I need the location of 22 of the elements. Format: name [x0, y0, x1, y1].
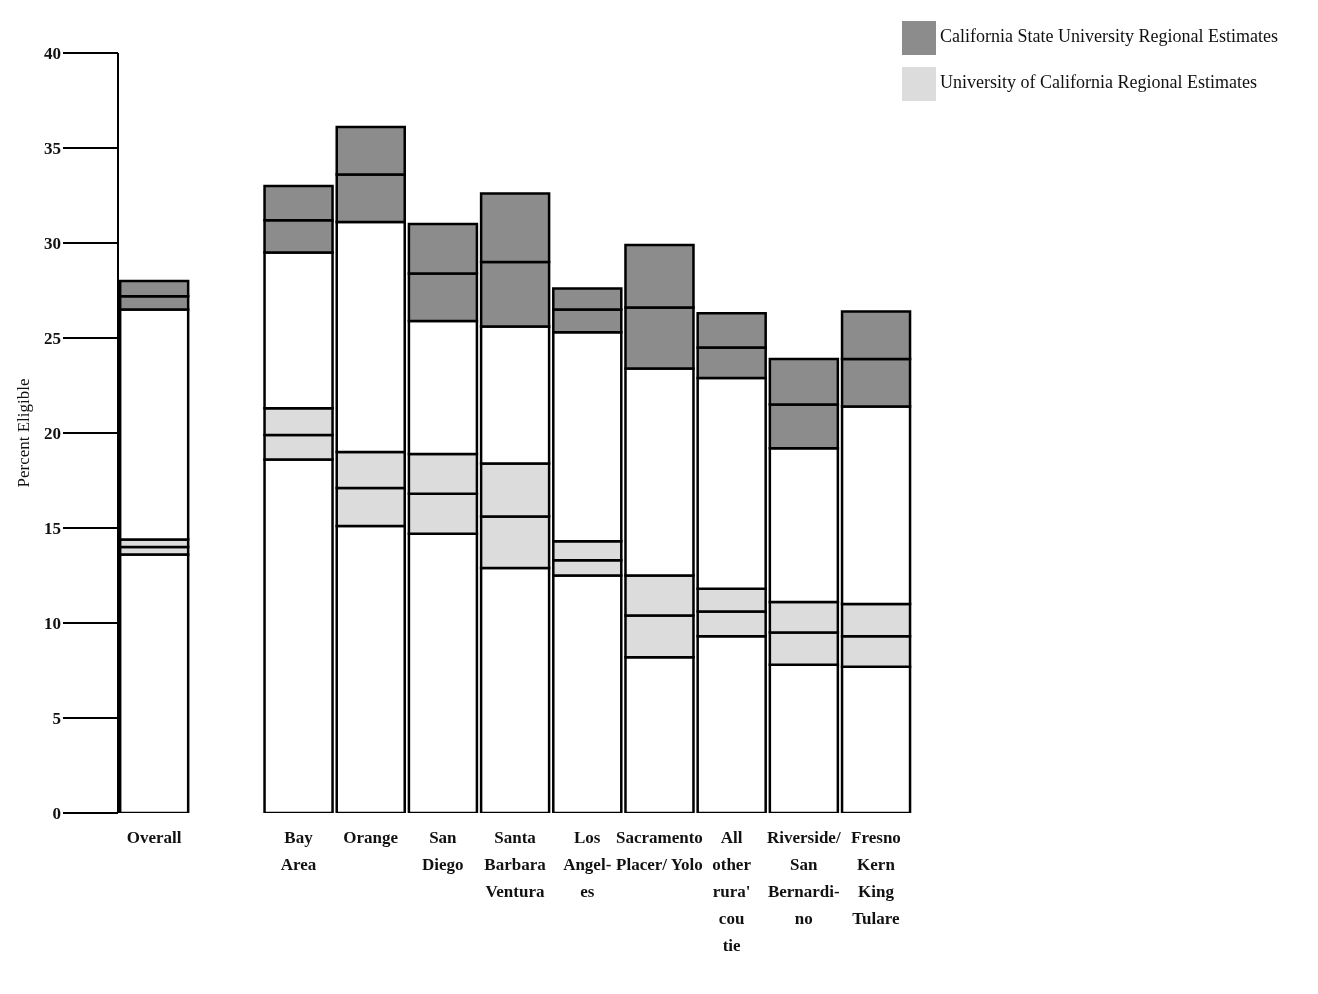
x-tick-label: Fresno Kern King Tulare: [851, 828, 901, 928]
x-tick-label: Bay Area: [280, 828, 317, 874]
y-tick-label: 15: [44, 519, 61, 539]
y-tick-label: 20: [44, 424, 61, 444]
x-tick-label: Riverside/ San Bernardi- no: [766, 828, 841, 928]
x-tick-label: Santa Barbara Ventura: [484, 828, 547, 901]
y-tick-label: 30: [44, 234, 61, 254]
legend-label: University of California Regional Estimates: [940, 72, 1257, 92]
x-tick-label: Overall: [126, 828, 182, 847]
y-tick-label: 40: [44, 44, 61, 64]
x-tick-label: San Diego: [422, 828, 464, 874]
x-tick-label: Los Angel- es: [563, 828, 612, 901]
y-tick-label: 35: [44, 139, 61, 159]
x-tick-label: Sacramento Placer/ Yolo: [615, 828, 703, 874]
y-tick-label: 5: [52, 709, 61, 729]
legend-label: California State University Regional Estimates: [940, 26, 1278, 46]
y-tick-label: 0: [52, 804, 61, 824]
y-tick-label: 10: [44, 614, 61, 634]
x-tick-label: Orange: [343, 828, 399, 847]
x-tick-label: All other rura' cou tie: [712, 828, 752, 955]
y-tick-label: 25: [44, 329, 61, 349]
y-axis-title: Percent Eligible: [14, 378, 34, 488]
